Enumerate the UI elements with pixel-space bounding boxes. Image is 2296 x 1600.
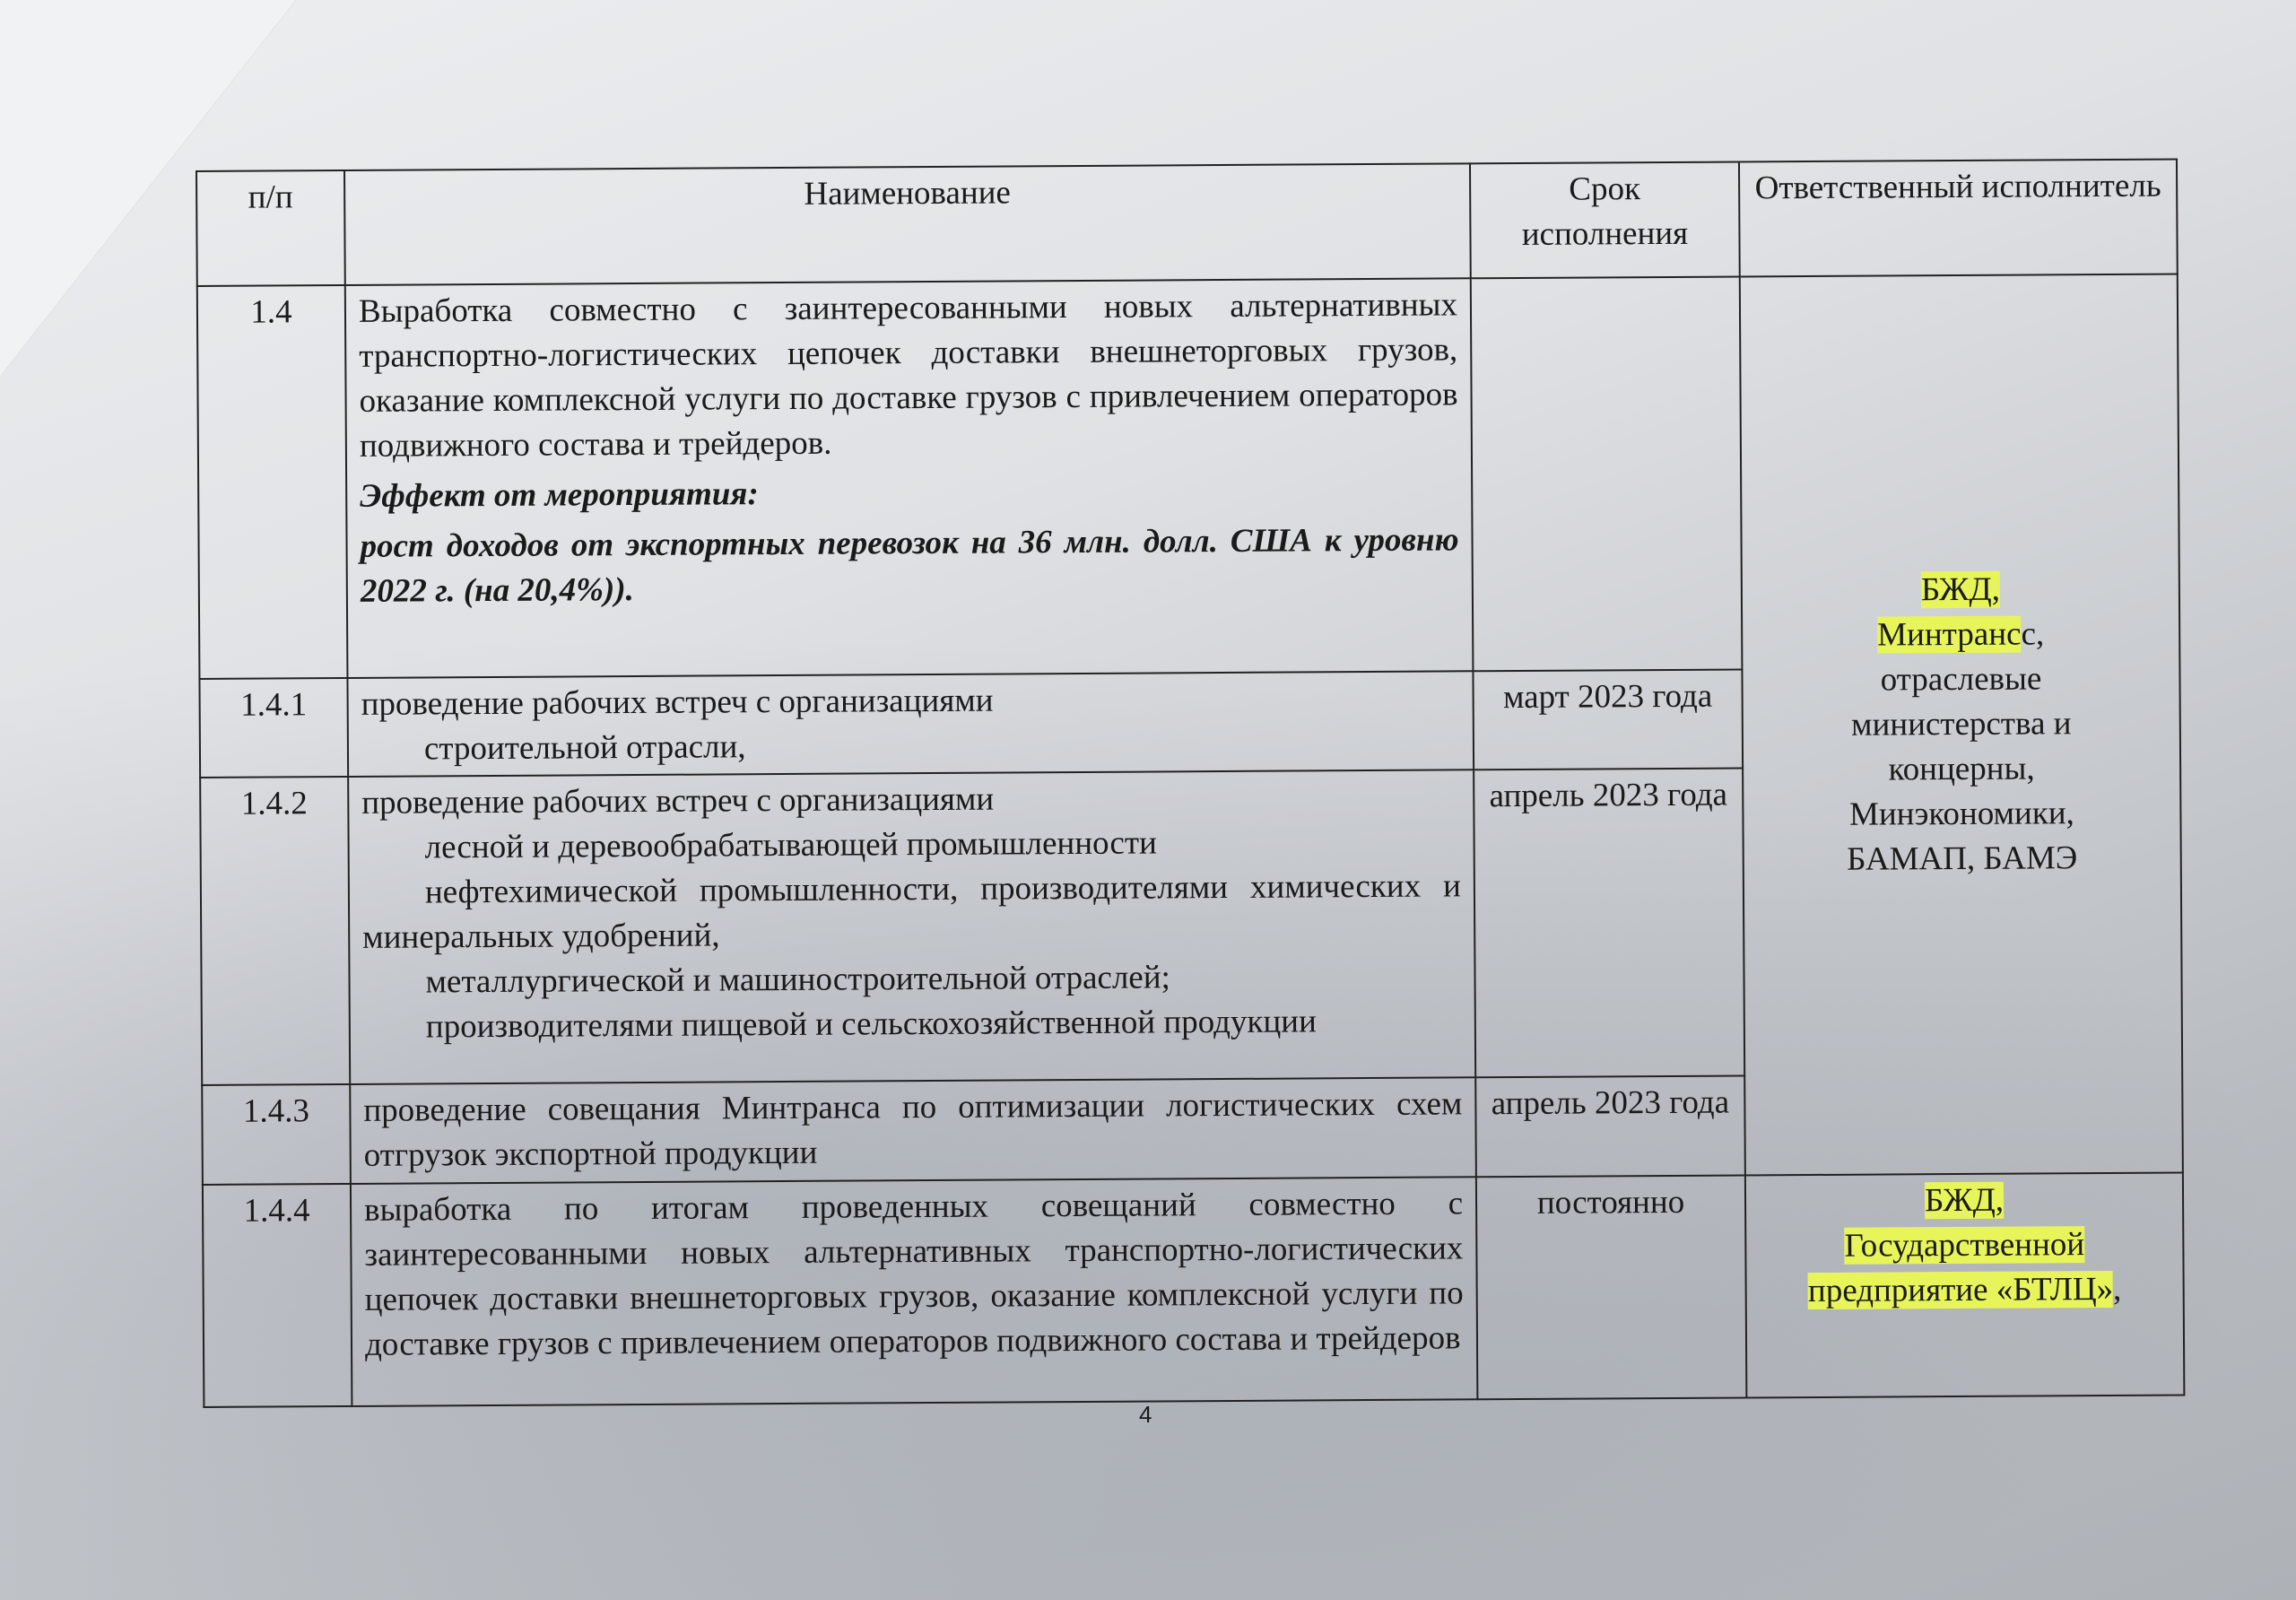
row-num: 1.4.1: [199, 677, 349, 778]
resp-line: министерства и: [1850, 705, 2072, 743]
table-row: 1.4.4 выработка по итогам проведенных со…: [202, 1172, 2185, 1407]
row-num: 1.4.3: [202, 1083, 351, 1185]
table-row: 1.4 Выработка совместно с заинтересованн…: [196, 274, 2183, 1176]
shadow: [0, 628, 2296, 1600]
header-name: Наименование: [344, 163, 1471, 285]
resp-btlc: предприятие «БТЛЦ»: [1807, 1270, 2114, 1310]
row-name: проведение совещания Минтранса по оптими…: [350, 1077, 1476, 1184]
row-term: [1470, 276, 1743, 672]
row-name: проведение рабочих встреч с организациям…: [348, 770, 1476, 1084]
responsible-cell: БЖД, Минтрансс, отраслевые министерства …: [1739, 274, 2183, 1176]
row-line: лесной и деревообрабатывающей промышленн…: [424, 824, 1157, 866]
plan-table: п/п Наименование Срок исполнения Ответст…: [196, 158, 2185, 1407]
effect-text: рост доходов от экспортных перевозок на …: [360, 521, 1459, 610]
row-text: Выработка совместно с заинтересованными …: [358, 286, 1458, 465]
header-row: п/п Наименование Срок исполнения Ответст…: [196, 159, 2178, 286]
row-num: 1.4.4: [202, 1183, 352, 1407]
row-term: постоянно: [1475, 1175, 1747, 1400]
row-line: проведение рабочих встреч с организациям…: [361, 780, 995, 822]
row-term: март 2023 года: [1473, 669, 1744, 770]
page-number: 4: [1139, 1401, 1152, 1428]
resp-line: Минэкономики,: [1848, 795, 2074, 833]
resp-line: концерны,: [1888, 750, 2035, 788]
responsible-cell-2: БЖД, Государственной предприятие «БТЛЦ»,: [1744, 1172, 2185, 1398]
row-line: нефтехимической промышленности, производ…: [362, 867, 1462, 956]
resp-suffix: ,: [2112, 1270, 2122, 1308]
resp-line: отраслевые: [1880, 660, 2042, 699]
resp-bzhd: БЖД,: [1924, 1181, 2005, 1220]
row-line: проведение рабочих встреч с организациям…: [361, 682, 994, 723]
resp-bzhd: БЖД,: [1920, 570, 2001, 609]
row-name: выработка по итогам проведенных совещани…: [350, 1177, 1478, 1406]
header-responsible: Ответственный исполнитель: [1738, 159, 2178, 277]
resp-suffix: с,: [2021, 615, 2045, 653]
row-term: апрель 2023 года: [1475, 1075, 1745, 1178]
row-line: металлургической и машиностроительной от…: [425, 959, 1171, 1001]
row-name: проведение рабочих встреч с организациям…: [347, 671, 1474, 777]
row-line: производителями пищевой и сельскохозяйст…: [425, 1003, 1317, 1046]
row-line: строительной отрасли,: [423, 728, 746, 768]
row-num: 1.4.2: [200, 776, 351, 1085]
effect-label: Эффект от мероприятия:: [360, 475, 759, 515]
row-name: Выработка совместно с заинтересованными …: [344, 278, 1474, 678]
row-num: 1.4: [196, 284, 348, 679]
header-num: п/п: [196, 170, 345, 286]
header-term: Срок исполнения: [1469, 161, 1740, 279]
resp-line: БАМАП, БАМЭ: [1847, 839, 2078, 878]
resp-mintrans: Минтранс: [1877, 615, 2022, 654]
resp-gos: Государственной: [1844, 1226, 2085, 1265]
row-term: апрель 2023 года: [1474, 768, 1745, 1078]
